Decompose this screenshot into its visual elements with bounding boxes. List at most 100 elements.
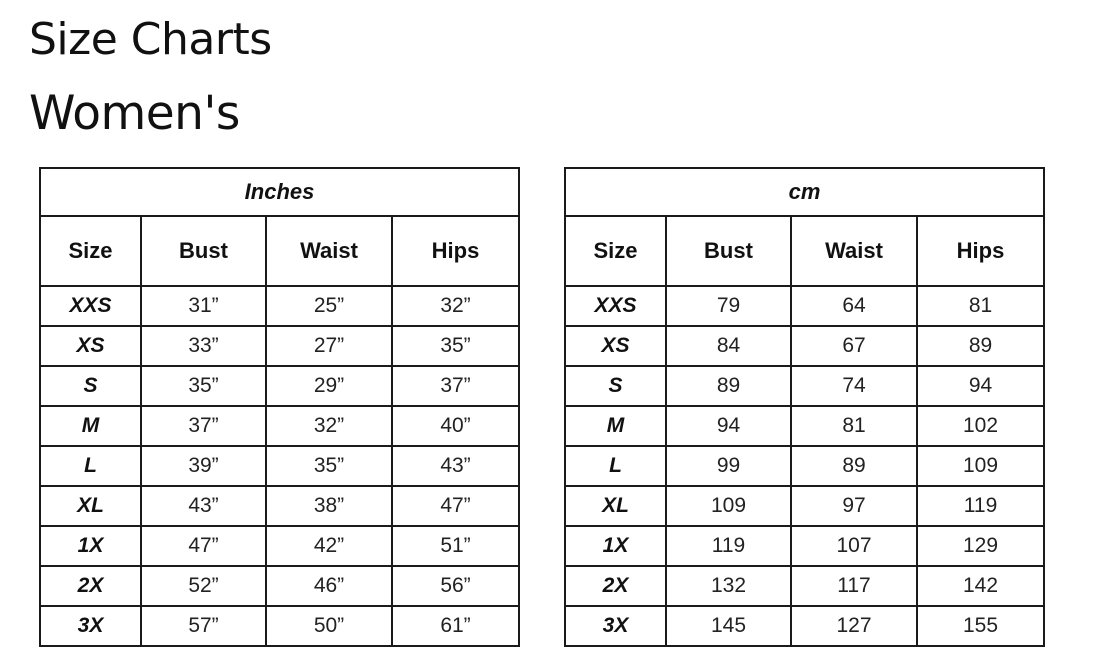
measurement-cell: 64: [790, 285, 918, 327]
measurement-cell: 94: [665, 405, 792, 447]
size-cell: XXS: [39, 285, 142, 327]
table-title-row: cm: [563, 167, 1046, 217]
measurement-cell: 51”: [390, 525, 521, 567]
column-header: Bust: [140, 215, 267, 287]
measurement-cell: 43”: [140, 485, 267, 527]
measurement-cell: 42”: [265, 525, 393, 567]
measurement-cell: 47”: [390, 485, 521, 527]
measurement-cell: 102: [915, 405, 1046, 447]
table-row: XL 109 97 119: [564, 485, 1046, 527]
measurement-cell: 35”: [140, 365, 267, 407]
measurement-cell: 33”: [140, 325, 267, 367]
size-cell: XS: [564, 325, 667, 367]
measurement-cell: 31”: [140, 285, 267, 327]
measurement-cell: 117: [790, 565, 918, 607]
measurement-cell: 129: [915, 525, 1046, 567]
measurement-cell: 107: [790, 525, 918, 567]
table-row: XL 43” 38” 47”: [39, 485, 521, 527]
size-cell: 2X: [39, 565, 142, 607]
table-title: Inches: [38, 167, 521, 217]
measurement-cell: 94: [915, 365, 1046, 407]
table-row: M 94 81 102: [564, 405, 1046, 447]
table-title-row: Inches: [38, 167, 521, 217]
section-title: Women's: [29, 86, 240, 141]
table-row: 2X 52” 46” 56”: [39, 565, 521, 607]
measurement-cell: 29”: [265, 365, 393, 407]
size-cell: XL: [39, 485, 142, 527]
measurement-cell: 99: [665, 445, 792, 487]
measurement-cell: 67: [790, 325, 918, 367]
measurement-cell: 119: [665, 525, 792, 567]
table-row: 3X 57” 50” 61”: [39, 605, 521, 647]
measurement-cell: 79: [665, 285, 792, 327]
measurement-cell: 61”: [390, 605, 521, 647]
measurement-cell: 38”: [265, 485, 393, 527]
measurement-cell: 35”: [390, 325, 521, 367]
measurement-cell: 40”: [390, 405, 521, 447]
measurement-cell: 43”: [390, 445, 521, 487]
measurement-cell: 89: [915, 325, 1046, 367]
measurement-cell: 145: [665, 605, 792, 647]
table-row: L 39” 35” 43”: [39, 445, 521, 487]
size-cell: 1X: [39, 525, 142, 567]
table-header-row: Size Bust Waist Hips: [564, 215, 1046, 287]
measurement-cell: 109: [665, 485, 792, 527]
table-row: S 35” 29” 37”: [39, 365, 521, 407]
measurement-cell: 89: [790, 445, 918, 487]
measurement-cell: 35”: [265, 445, 393, 487]
size-cell: S: [564, 365, 667, 407]
size-cell: 3X: [39, 605, 142, 647]
column-header: Waist: [265, 215, 393, 287]
table-row: XXS 79 64 81: [564, 285, 1046, 327]
table-row: 2X 132 117 142: [564, 565, 1046, 607]
column-header: Hips: [390, 215, 521, 287]
size-cell: XL: [564, 485, 667, 527]
measurement-cell: 57”: [140, 605, 267, 647]
measurement-cell: 37”: [140, 405, 267, 447]
column-header: Size: [39, 215, 142, 287]
column-header: Waist: [790, 215, 918, 287]
size-cell: XS: [39, 325, 142, 367]
table-row: XXS 31” 25” 32”: [39, 285, 521, 327]
table-row: 3X 145 127 155: [564, 605, 1046, 647]
table-row: S 89 74 94: [564, 365, 1046, 407]
size-cell: 1X: [564, 525, 667, 567]
table-header-row: Size Bust Waist Hips: [39, 215, 521, 287]
measurement-cell: 142: [915, 565, 1046, 607]
measurement-cell: 132: [665, 565, 792, 607]
column-header: Size: [564, 215, 667, 287]
measurement-cell: 127: [790, 605, 918, 647]
measurement-cell: 81: [915, 285, 1046, 327]
measurement-cell: 84: [665, 325, 792, 367]
size-cell: 2X: [564, 565, 667, 607]
measurement-cell: 37”: [390, 365, 521, 407]
size-table-inches: Inches Size Bust Waist Hips XXS 31” 25” 32” XS 33”…: [38, 167, 521, 647]
size-cell: S: [39, 365, 142, 407]
measurement-cell: 97: [790, 485, 918, 527]
size-cell: L: [564, 445, 667, 487]
table-row: L 99 89 109: [564, 445, 1046, 487]
table-row: M 37” 32” 40”: [39, 405, 521, 447]
size-cell: M: [564, 405, 667, 447]
table-row: 1X 47” 42” 51”: [39, 525, 521, 567]
page-title: Size Charts: [29, 14, 272, 65]
measurement-cell: 32”: [265, 405, 393, 447]
size-cell: L: [39, 445, 142, 487]
measurement-cell: 25”: [265, 285, 393, 327]
size-cell: M: [39, 405, 142, 447]
table-title: cm: [563, 167, 1046, 217]
measurement-cell: 39”: [140, 445, 267, 487]
size-cell: 3X: [564, 605, 667, 647]
measurement-cell: 74: [790, 365, 918, 407]
measurement-cell: 52”: [140, 565, 267, 607]
measurement-cell: 119: [915, 485, 1046, 527]
measurement-cell: 56”: [390, 565, 521, 607]
measurement-cell: 109: [915, 445, 1046, 487]
column-header: Hips: [915, 215, 1046, 287]
measurement-cell: 27”: [265, 325, 393, 367]
column-header: Bust: [665, 215, 792, 287]
table-row: XS 84 67 89: [564, 325, 1046, 367]
measurement-cell: 47”: [140, 525, 267, 567]
measurement-cell: 50”: [265, 605, 393, 647]
table-row: XS 33” 27” 35”: [39, 325, 521, 367]
